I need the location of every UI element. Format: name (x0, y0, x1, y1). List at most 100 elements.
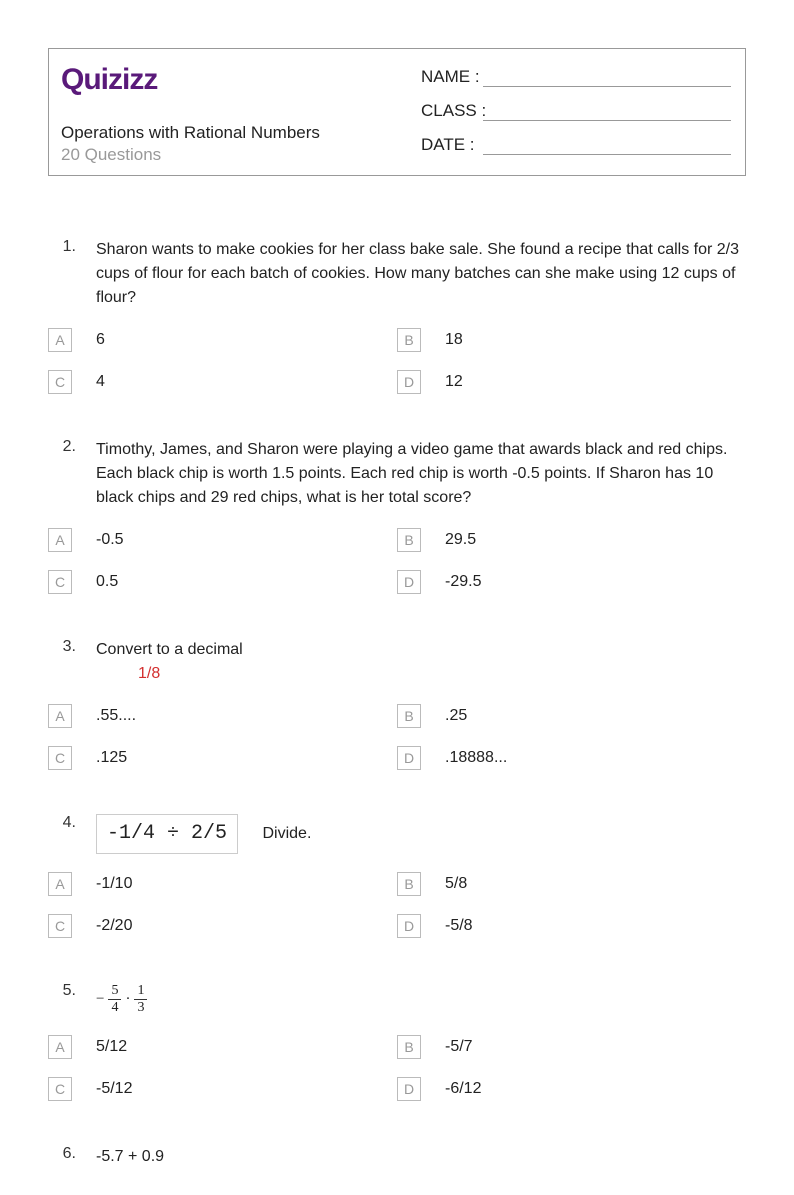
quiz-title: Operations with Rational Numbers (61, 123, 385, 143)
opt-box: B (397, 528, 421, 552)
q5-options: A 5/12 B -5/7 C-5/12 D -6/12 (48, 1035, 746, 1119)
frac-2: 1 3 (134, 984, 147, 1015)
q4-options: A -1/10 B5/8 C -2/20 D -5/8 (48, 872, 746, 956)
opt-text: -6/12 (445, 1080, 481, 1098)
opt-box: D (397, 370, 421, 394)
worksheet-header: Quizizz Operations with Rational Numbers… (48, 48, 746, 176)
name-line[interactable] (483, 69, 731, 87)
question-1: 1. Sharon wants to make cookies for her … (48, 238, 746, 412)
title-block: Operations with Rational Numbers 20 Ques… (61, 123, 385, 165)
opt-box: A (48, 872, 72, 896)
q4-boxed-expr: -1/4 ÷ 2/5 (96, 814, 238, 854)
opt-box: D (397, 570, 421, 594)
date-line[interactable] (483, 137, 731, 155)
q1-option-a[interactable]: A6 (48, 328, 397, 352)
q2-option-d[interactable]: D -29.5 (397, 570, 746, 594)
q1-number: 1. (48, 238, 96, 256)
opt-text: 12 (445, 373, 463, 391)
opt-text: .25 (445, 707, 467, 725)
q2-option-b[interactable]: B 29.5 (397, 528, 746, 552)
q3-option-c[interactable]: C .125 (48, 746, 397, 770)
opt-text: 6 (96, 331, 105, 349)
opt-box: D (397, 1077, 421, 1101)
opt-text: .55.... (96, 707, 136, 725)
opt-text: -5/12 (96, 1080, 132, 1098)
q1-text: Sharon wants to make cookies for her cla… (96, 238, 746, 310)
opt-box: C (48, 570, 72, 594)
dot-op: · (125, 988, 130, 1011)
q6-text: -5.7 + 0.9 (96, 1145, 746, 1169)
q4-option-d[interactable]: D -5/8 (397, 914, 746, 938)
q3-option-b[interactable]: B .25 (397, 704, 746, 728)
date-label: DATE : (421, 135, 477, 155)
q5-option-d[interactable]: D -6/12 (397, 1077, 746, 1101)
opt-box: B (397, 704, 421, 728)
opt-text: -5/7 (445, 1038, 473, 1056)
opt-box: C (48, 370, 72, 394)
opt-box: D (397, 746, 421, 770)
quizizz-logo: Quizizz (61, 63, 385, 97)
opt-text: .18888... (445, 749, 507, 767)
q2-option-c[interactable]: C 0.5 (48, 570, 397, 594)
opt-box: A (48, 704, 72, 728)
opt-text: -2/20 (96, 917, 132, 935)
q1-option-c[interactable]: C4 (48, 370, 397, 394)
q3-option-d[interactable]: D .18888... (397, 746, 746, 770)
opt-text: -1/10 (96, 875, 132, 893)
q4-option-b[interactable]: B5/8 (397, 872, 746, 896)
questions-content: 1. Sharon wants to make cookies for her … (48, 238, 746, 1195)
opt-text: 0.5 (96, 573, 118, 591)
question-5: 5. − 5 4 · 1 3 A5/12 B-5/7 C (48, 982, 746, 1119)
opt-box: C (48, 746, 72, 770)
opt-box: C (48, 914, 72, 938)
opt-box: A (48, 528, 72, 552)
header-left: Quizizz Operations with Rational Numbers… (49, 49, 397, 175)
class-line[interactable] (483, 103, 731, 121)
q1-option-b[interactable]: B 18 (397, 328, 746, 352)
quiz-subtitle: 20 Questions (61, 145, 385, 165)
opt-text: 5/12 (96, 1038, 127, 1056)
q6-number: 6. (48, 1145, 96, 1163)
opt-text: -0.5 (96, 531, 124, 549)
q2-number: 2. (48, 438, 96, 456)
q5-option-b[interactable]: B -5/7 (397, 1035, 746, 1059)
q5-option-a[interactable]: A 5/12 (48, 1035, 397, 1059)
q3-text-red: 1/8 (138, 665, 160, 682)
q2-option-a[interactable]: A -0.5 (48, 528, 397, 552)
header-right: NAME : CLASS : DATE : (397, 49, 745, 175)
q5-option-c[interactable]: C-5/12 (48, 1077, 397, 1101)
frac-1-bot: 4 (111, 1000, 118, 1015)
opt-box: A (48, 328, 72, 352)
opt-box: B (397, 1035, 421, 1059)
opt-text: -29.5 (445, 573, 481, 591)
opt-text: 5/8 (445, 875, 467, 893)
q4-option-c[interactable]: C -2/20 (48, 914, 397, 938)
question-4: 4. -1/4 ÷ 2/5 Divide. A -1/10 B5/8 C -2/20… (48, 814, 746, 956)
opt-text: 18 (445, 331, 463, 349)
opt-text: .125 (96, 749, 127, 767)
opt-box: B (397, 328, 421, 352)
logo-text: Quizizz (61, 63, 157, 96)
q4-after-box: Divide. (262, 825, 311, 842)
q1-option-d[interactable]: D 12 (397, 370, 746, 394)
opt-text: 29.5 (445, 531, 476, 549)
q5-number: 5. (48, 982, 96, 1000)
opt-box: D (397, 914, 421, 938)
q3-text-main: Convert to a decimal (96, 641, 243, 658)
q4-option-a[interactable]: A -1/10 (48, 872, 397, 896)
opt-box: A (48, 1035, 72, 1059)
q3-number: 3. (48, 638, 96, 656)
date-field-row: DATE : (421, 135, 731, 155)
q1-options: A6 B18 C4 D12 (48, 328, 746, 412)
frac-2-bot: 3 (137, 1000, 144, 1015)
q5-frac-expr: − 5 4 · 1 3 (96, 982, 147, 1017)
opt-text: -5/8 (445, 917, 473, 935)
neg-sign: − (96, 988, 104, 1011)
name-label: NAME : (421, 67, 477, 87)
question-6: 6. -5.7 + 0.9 (48, 1145, 746, 1169)
q4-number: 4. (48, 814, 96, 832)
q2-options: A -0.5 B 29.5 C 0.5 D -29.5 (48, 528, 746, 612)
q3-option-a[interactable]: A .55.... (48, 704, 397, 728)
question-3: 3. Convert to a decimal 1/8 A .55.... B .2… (48, 638, 746, 788)
frac-1-top: 5 (108, 984, 121, 1000)
